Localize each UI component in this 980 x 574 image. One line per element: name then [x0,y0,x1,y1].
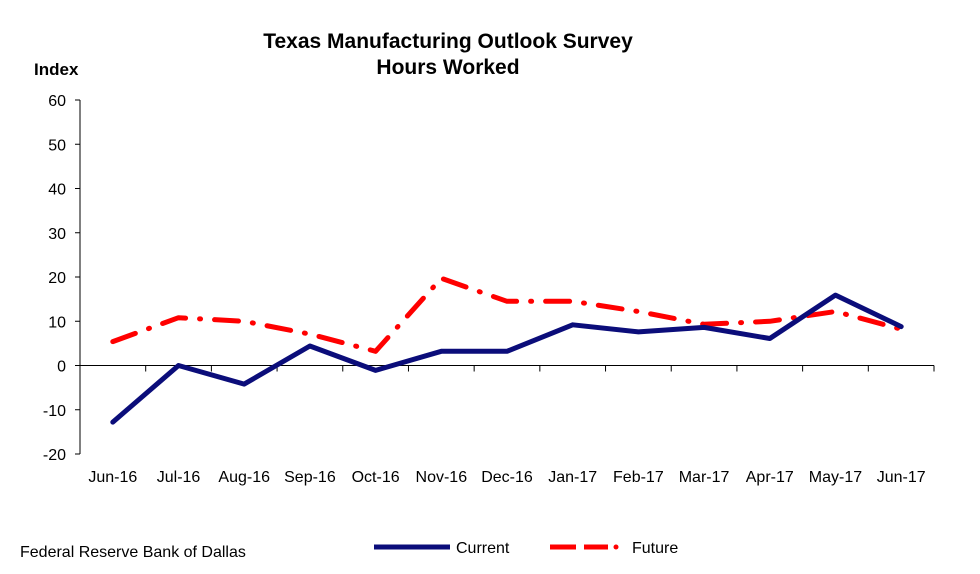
y-tick-label: 0 [57,359,66,376]
x-tick-label: Oct-16 [352,469,400,486]
y-ticks: 60 50 40 30 20 10 0 -10 -20 [43,93,80,464]
y-tick-label: 40 [48,182,66,199]
series-line-current [110,292,904,425]
x-tick-label: Nov-16 [416,469,468,486]
y-tick-label: -10 [43,403,66,420]
y-tick-label: 60 [48,93,66,110]
x-tick-label: May-17 [809,469,862,486]
x-tick-label: Apr-17 [746,469,794,486]
chart-subtitle: Hours Worked [376,56,519,79]
series-lines [110,275,904,425]
x-tick-label: Sep-16 [284,469,336,486]
x-tick-label: Aug-16 [218,469,270,486]
source-note: Federal Reserve Bank of Dallas [20,544,246,561]
x-tick-label: Dec-16 [481,469,533,486]
axes [79,100,934,454]
x-tick-label: Feb-17 [613,469,664,486]
x-tick-label: Jul-16 [157,469,201,486]
y-tick-label: 20 [48,270,66,287]
x-tick-label: Mar-17 [679,469,730,486]
x-ticks: Jun-16 Jul-16 Aug-16 Sep-16 Oct-16 Nov-16 Dec-… [79,365,935,486]
x-tick-label: Jun-17 [877,469,926,486]
y-tick-label: -20 [43,447,66,464]
legend: Current Future [374,540,678,557]
y-axis-label: Index [34,60,79,79]
y-tick-label: 10 [48,314,66,331]
chart-title: Texas Manufacturing Outlook Survey [263,30,633,53]
series-line-future [110,275,904,354]
legend-label-current: Current [456,540,510,557]
x-tick-label: Jan-17 [548,469,597,486]
legend-swatch-future [550,544,619,550]
legend-label-future: Future [632,540,678,557]
y-tick-label: 50 [48,137,66,154]
x-tick-label: Jun-16 [88,469,137,486]
y-tick-label: 30 [48,226,66,243]
